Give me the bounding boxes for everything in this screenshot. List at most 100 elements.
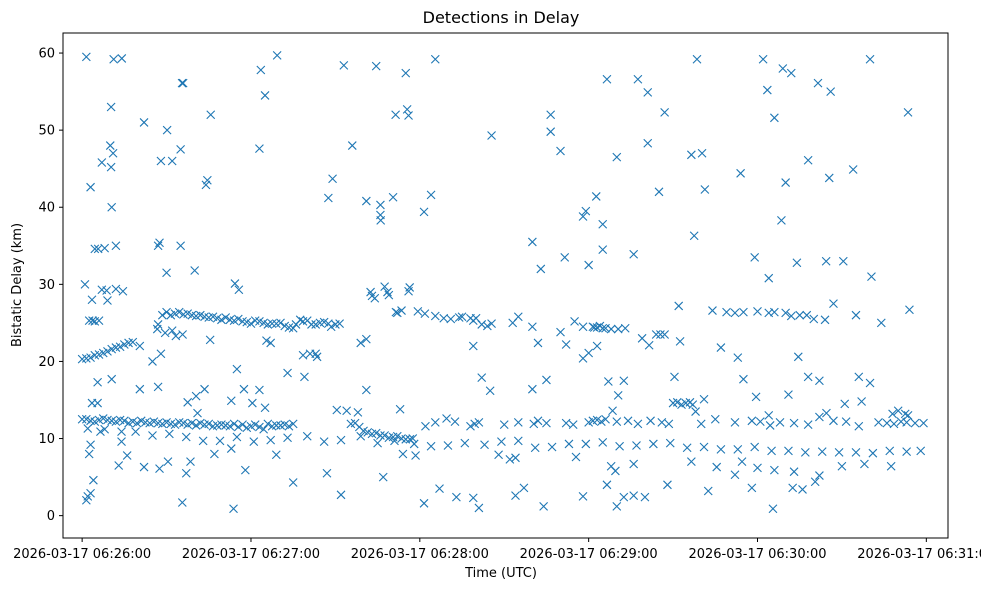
data-point [178, 78, 188, 88]
data-point [413, 306, 423, 316]
x-tick-label: 2026-03-17 06:30:00 [688, 547, 826, 562]
data-point [851, 448, 861, 457]
data-point [815, 412, 824, 422]
data-point [769, 307, 779, 317]
data-point [107, 374, 117, 384]
data-point [682, 443, 692, 453]
data-point [792, 258, 802, 268]
data-point [109, 54, 119, 64]
data-point [612, 502, 622, 511]
data-point [370, 293, 380, 303]
data-point [272, 50, 282, 60]
data-point [789, 467, 799, 477]
data-point [527, 384, 537, 394]
data-point [339, 60, 349, 70]
data-point [198, 436, 208, 446]
data-point [86, 353, 95, 362]
data-point [477, 320, 487, 329]
data-point [262, 336, 271, 346]
data-point [86, 182, 95, 192]
data-point [665, 438, 675, 448]
data-point [660, 108, 670, 117]
data-point [255, 144, 264, 154]
data-point [758, 54, 768, 64]
data-point [162, 307, 171, 317]
data-point [108, 148, 118, 158]
data-point [854, 421, 864, 431]
data-point [376, 215, 386, 225]
x-tick-label: 2026-03-17 06:28:00 [351, 547, 489, 562]
data-point [529, 419, 539, 429]
data-point [539, 502, 549, 511]
data-point [769, 113, 779, 123]
data-point [435, 484, 444, 494]
data-point [226, 444, 236, 453]
data-point [646, 416, 655, 426]
data-point [632, 441, 641, 450]
data-point [691, 407, 700, 416]
data-point [86, 440, 95, 450]
data-point [820, 315, 830, 325]
data-point [793, 352, 803, 362]
data-point [769, 465, 779, 475]
data-point [255, 385, 264, 395]
data-point [620, 323, 630, 333]
data-point [686, 150, 696, 160]
data-point [215, 436, 225, 446]
data-point [210, 449, 219, 459]
data-point [893, 406, 903, 416]
data-point [903, 411, 913, 420]
data-point [688, 400, 698, 410]
data-point [494, 450, 503, 460]
data-point [200, 384, 209, 394]
data-point [167, 156, 177, 166]
data-point [300, 372, 309, 382]
data-point [857, 397, 866, 406]
data-point [153, 241, 163, 251]
data-point [271, 450, 281, 460]
data-point [119, 416, 129, 426]
data-point [443, 441, 453, 450]
data-point [164, 429, 174, 439]
data-point [589, 323, 599, 332]
data-point [114, 461, 124, 470]
data-point [854, 372, 864, 382]
data-point [699, 394, 709, 404]
data-point [408, 434, 418, 443]
data-point [810, 477, 820, 487]
data-point [205, 335, 215, 345]
data-point [398, 449, 408, 459]
data-point [640, 492, 650, 502]
data-point [619, 376, 629, 386]
data-point [371, 428, 381, 438]
data-point [633, 419, 643, 429]
data-point [460, 438, 470, 448]
data-point [733, 444, 743, 454]
data-point [401, 434, 411, 444]
data-point [795, 310, 805, 320]
data-point [176, 241, 186, 251]
data-point [629, 491, 639, 500]
data-point [186, 457, 195, 467]
data-point [674, 301, 684, 311]
data-point [177, 78, 187, 88]
data-point [239, 384, 249, 394]
data-point [651, 330, 661, 339]
data-point [848, 165, 858, 174]
data-point [380, 431, 390, 440]
data-point [326, 322, 336, 332]
data-point [505, 454, 515, 464]
data-point [768, 504, 778, 514]
data-point [392, 308, 402, 318]
y-tick-label: 30 [38, 278, 55, 293]
data-point [826, 87, 836, 96]
data-point [442, 414, 451, 423]
data-point [798, 485, 807, 494]
data-point [865, 378, 875, 388]
data-point [610, 466, 620, 476]
data-point [755, 417, 765, 426]
data-point [608, 406, 617, 416]
data-point [106, 162, 116, 172]
data-point [851, 310, 861, 320]
data-point [323, 193, 333, 203]
